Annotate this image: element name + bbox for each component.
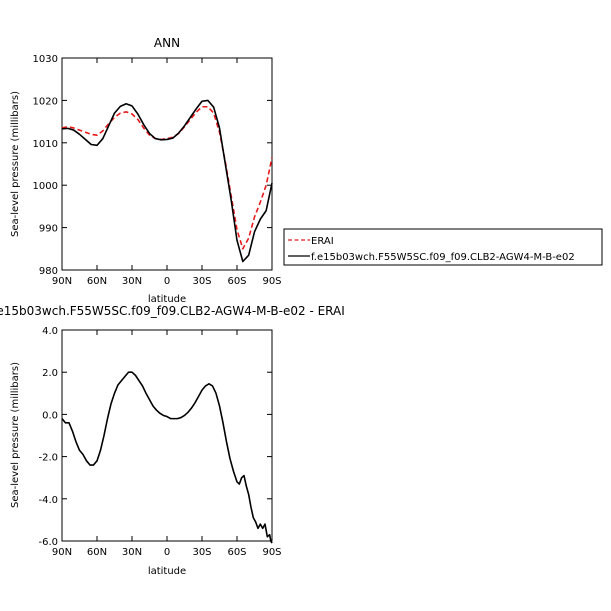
bottom-xtick-label: 30S <box>192 547 211 558</box>
top-xtick-label: 30N <box>122 276 142 287</box>
bottom-xtick-label: 90N <box>52 547 72 558</box>
legend-label-model: f.e15b03wch.F55W5SC.f09_f09.CLB2-AGW4-M-… <box>311 252 575 263</box>
top-xtick-label: 60N <box>87 276 107 287</box>
top-xtick-label: 0 <box>164 276 170 287</box>
top-plot-xlabel: latitude <box>148 294 186 305</box>
bottom-xtick-label: 60S <box>227 547 246 558</box>
bottom-series-0-line <box>61 371 273 544</box>
bottom-plot-xlabel: latitude <box>148 566 186 577</box>
bottom-xtick-label: 60N <box>87 547 107 558</box>
top-plot-frame <box>61 57 273 271</box>
bottom-plot-series-group <box>61 371 273 544</box>
bottom-ytick-label: -6.0 <box>38 537 58 548</box>
bottom-ytick-label: 0.0 <box>42 410 58 421</box>
top-series-1-line <box>61 99 273 263</box>
bottom-plot-title: f.e15b03wch.F55W5SC.f09_f09.CLB2-AGW4-M-… <box>0 304 345 318</box>
top-xtick-label: 60S <box>227 276 246 287</box>
legend-label-erai: ERAI <box>311 236 334 247</box>
bottom-plot-ylabel: Sea-level pressure (millibars) <box>10 362 21 508</box>
bottom-ytick-label: 2.0 <box>42 368 58 379</box>
top-xtick-label: 90N <box>52 276 72 287</box>
top-ytick-label: 1020 <box>33 96 58 107</box>
bottom-xtick-label: 30N <box>122 547 142 558</box>
top-ytick-label: 1030 <box>33 54 58 65</box>
bottom-plot-ticks: 90N 60N 30N 0 30S 60S 90S -6.0 -4.0 -2.0 0.0 2.0 4.0 <box>38 326 281 558</box>
top-plot-ylabel: Sea-level pressure (millibars) <box>10 91 21 237</box>
top-plot-title: ANN <box>154 36 180 50</box>
bottom-plot: f.e15b03wch.F55W5SC.f09_f09.CLB2-AGW4-M-… <box>0 304 345 577</box>
top-ytick-label: 980 <box>39 266 58 277</box>
top-ytick-label: 1000 <box>33 181 58 192</box>
top-plot-series-group <box>61 99 273 263</box>
legend-box <box>283 228 603 266</box>
top-xtick-label: 30S <box>192 276 211 287</box>
top-ytick-label: 1010 <box>33 139 58 150</box>
bottom-xtick-label: 90S <box>262 547 281 558</box>
top-series-0-line <box>61 105 273 250</box>
bottom-ytick-label: 4.0 <box>42 326 58 337</box>
bottom-ytick-label: -2.0 <box>38 453 58 464</box>
top-xtick-label: 90S <box>262 276 281 287</box>
top-plot-ticks: 90N 60N 30N 0 30S 60S 90S 980 990 1000 1010 1020 103… <box>33 54 282 287</box>
top-ytick-label: 990 <box>39 224 58 235</box>
bottom-xtick-label: 0 <box>164 547 170 558</box>
bottom-ytick-label: -4.0 <box>38 495 58 506</box>
top-plot: ANN 90N 60N 30N 0 30S 60S 90S 980 990 1000 1010 102… <box>10 36 282 305</box>
legend: ERAI f.e15b03wch.F55W5SC.f09_f09.CLB2-AG… <box>283 228 603 266</box>
bottom-plot-frame <box>61 329 273 542</box>
